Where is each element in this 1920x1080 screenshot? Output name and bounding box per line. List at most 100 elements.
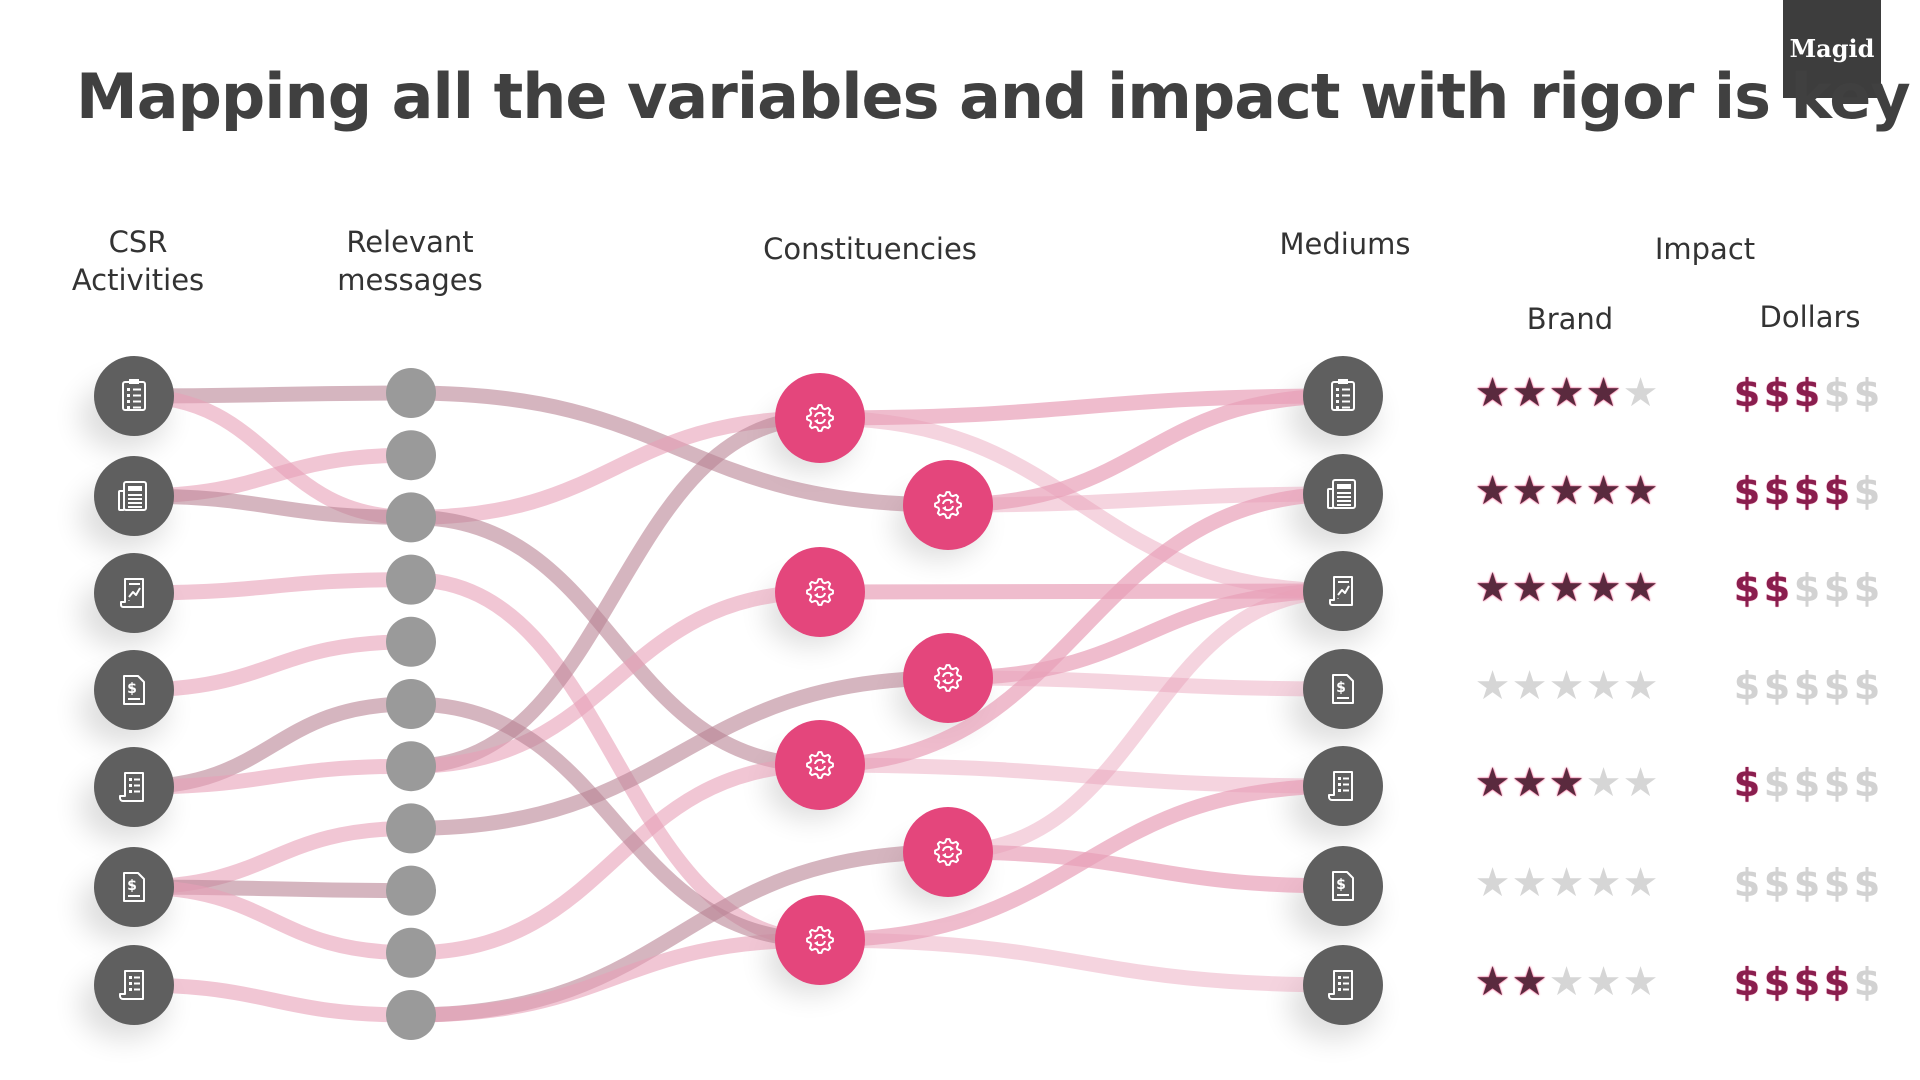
link-message-constituency [403,584,828,774]
gear-cycle-icon [934,838,962,866]
dollar-icon: $ [1763,960,1791,1004]
header-dollars: Dollars [1759,300,1861,334]
brand-stars-rating: ★★★★★ [1474,860,1659,906]
message-node [386,430,436,481]
dollars-rating: $$$$$ [1732,861,1882,905]
dollar-icon: $ [1853,371,1881,415]
header-constituencies: Constituencies [763,232,977,266]
link-constituency-medium [812,388,1351,426]
header-csr-activities: CSR Activities [71,225,205,297]
link-constituency-medium [812,757,1351,794]
constituency-node [775,720,865,810]
star-icon: ★ [1474,860,1511,906]
dollar-icon: $ [1763,761,1791,805]
star-icon: ★ [1585,760,1622,806]
gear-cycle-icon [806,578,834,606]
star-icon: ★ [1548,370,1585,416]
star-icon: ★ [1511,565,1548,611]
dollar-icon: $ [1763,469,1791,513]
dollar-icon: $ [1823,960,1851,1004]
newspaper-icon [1327,479,1356,509]
constituency-node [903,460,993,550]
dollar-icon: $ [1763,861,1791,905]
star-icon: ★ [1548,468,1585,514]
receipt-icon [119,970,144,1000]
star-icon: ★ [1622,565,1659,611]
link-message-constituency [403,410,828,774]
dollars-rating: $$$$$ [1732,371,1882,415]
dollar-icon: $ [1823,861,1851,905]
dollar-icon: $ [1853,469,1881,513]
star-icon: ★ [1511,468,1548,514]
dollar-icon: $ [1733,371,1761,415]
link-message-constituency [403,757,828,961]
brand-stars-rating: ★★★★★ [1474,760,1659,806]
link-constituency-medium [812,583,1351,600]
star-icon: ★ [1548,959,1585,1005]
invoice-icon: $ [1332,871,1354,901]
csr-activity-node: $ [94,847,174,927]
message-node [386,554,436,605]
header-mediums: Mediums [1279,227,1411,261]
newspaper-icon [118,481,147,511]
links-layer [126,385,1351,1023]
invoice-icon: $ [1332,674,1354,704]
dollar-icon: $ [1733,861,1761,905]
dollar-icon: $ [1853,861,1881,905]
dollar-icon: $ [1823,469,1851,513]
receipt-icon [119,772,144,802]
receipt-icon [1328,771,1353,801]
dollar-icon: $ [1793,469,1821,513]
link-constituency-medium [812,932,1351,993]
link-constituency-medium [940,844,1351,894]
chart-report-icon [1329,576,1353,606]
star-icon: ★ [1548,663,1585,709]
link-csr-message [126,488,419,525]
star-icon: ★ [1511,370,1548,416]
star-icon: ★ [1622,663,1659,709]
dollar-icon: $ [1793,861,1821,905]
dollar-icon: $ [1853,761,1881,805]
message-node [386,741,436,792]
dollar-icon: $ [1823,371,1851,415]
star-icon: ★ [1548,760,1585,806]
constituency-node [903,807,993,897]
csr-activity-node [94,747,174,827]
dollar-icon: $ [1763,371,1791,415]
gear-cycle-icon [806,926,834,954]
svg-text:$: $ [1336,877,1346,893]
medium-node: $ [1303,846,1383,926]
dollar-icon: $ [1793,566,1821,610]
invoice-icon: $ [123,675,145,705]
star-icon: ★ [1474,468,1511,514]
gear-cycle-icon [934,491,962,519]
star-icon: ★ [1585,663,1622,709]
constituency-node [903,633,993,723]
brand-stars-rating: ★★★★★ [1474,663,1659,709]
message-node [386,492,436,543]
brand-stars-rating: ★★★★★ [1474,565,1659,611]
link-message-constituency [403,385,956,513]
star-icon: ★ [1622,959,1659,1005]
dollar-icon: $ [1763,664,1791,708]
link-message-constituency [403,410,828,525]
csr-activity-node [94,945,174,1025]
star-icon: ★ [1511,860,1548,906]
gear-cycle-icon [806,751,834,779]
dollar-icon: $ [1733,664,1761,708]
clipboard-checklist-icon [122,379,146,411]
receipt-icon [1328,970,1353,1000]
nodes-layer: $ $ $ $ [94,356,1383,1040]
link-message-constituency [403,670,956,836]
star-icon: ★ [1474,565,1511,611]
link-constituency-medium [940,583,1351,860]
star-icon: ★ [1474,959,1511,1005]
star-icon: ★ [1474,370,1511,416]
message-node [386,679,436,729]
invoice-icon: $ [123,872,145,902]
link-constituency-medium [940,583,1351,686]
star-icon: ★ [1585,860,1622,906]
dollar-icon: $ [1733,469,1761,513]
magid-logo: Magid [1783,0,1881,98]
